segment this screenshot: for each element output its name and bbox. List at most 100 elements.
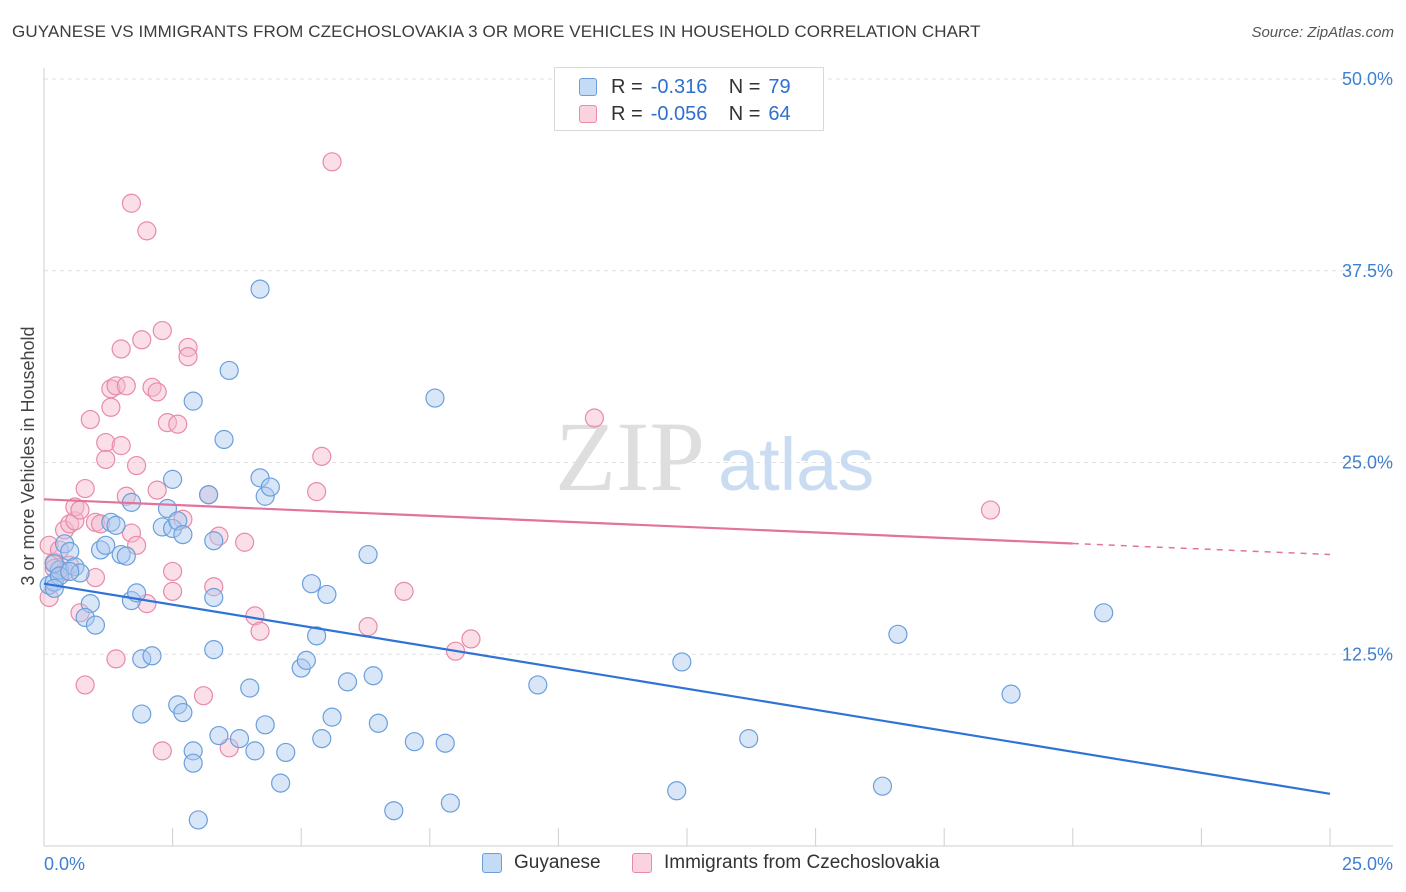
guyanese-point xyxy=(183,753,203,773)
czechoslovakia-point xyxy=(101,397,121,417)
guyanese-point xyxy=(301,574,322,594)
guyanese-point xyxy=(209,725,229,746)
guyanese-point xyxy=(188,810,208,830)
legend-row-czechoslovakia: R = -0.056 N = 64 xyxy=(579,101,791,127)
guyanese-point xyxy=(204,640,224,660)
czechoslovakia-point xyxy=(193,686,214,706)
guyanese-point xyxy=(60,541,80,562)
guyanese-point xyxy=(363,666,383,686)
y-tick-label: 50.0% xyxy=(1342,69,1393,89)
czechoslovakia-point xyxy=(116,376,136,396)
czechoslovakia-point xyxy=(147,382,167,402)
czechoslovakia-point xyxy=(250,621,270,641)
guyanese-point xyxy=(322,707,342,727)
guyanese-point xyxy=(173,702,193,723)
legend-r-value: -0.316 xyxy=(650,75,708,98)
chart-title: GUYANESE VS IMMIGRANTS FROM CZECHOSLOVAK… xyxy=(12,22,981,41)
guyanese-point xyxy=(75,607,95,628)
czechoslovakia-point xyxy=(584,408,605,428)
y-tick-label: 37.5% xyxy=(1342,261,1393,281)
guyanese-point xyxy=(307,626,327,646)
legend-item-guyanese[interactable]: Guyanese xyxy=(482,852,601,874)
czechoslovakia-point xyxy=(307,482,327,502)
guyanese-point xyxy=(101,512,121,532)
correlation-legend: R = -0.316 N = 79 R = -0.056 N = 64 xyxy=(554,67,824,131)
axes xyxy=(43,68,1393,847)
czechoslovakia-point xyxy=(152,741,172,761)
czechoslovakia-point xyxy=(178,347,198,367)
czechoslovakia-point xyxy=(75,675,95,695)
guyanese-point xyxy=(358,544,378,565)
guyanese-point xyxy=(173,524,193,545)
y-axis-label: 3 or more Vehicles in Household xyxy=(18,326,38,585)
czechoslovakia-point xyxy=(101,379,121,399)
guyanese-point xyxy=(312,729,332,749)
guyanese-point xyxy=(60,561,80,582)
legend-label-guyanese: Guyanese xyxy=(514,852,601,873)
guyanese-point xyxy=(142,646,162,666)
guyanese-point xyxy=(255,715,275,735)
czechoslovakia-point xyxy=(106,649,126,669)
guyanese-point xyxy=(435,733,455,753)
guyanese-point xyxy=(204,531,224,551)
czechoslovakia-point xyxy=(111,436,131,456)
tick-labels: 12.5% 25.0% 37.5% 50.0% 0.0% 25.0% xyxy=(44,69,1393,874)
x-tick-label: 25.0% xyxy=(1342,854,1393,874)
guyanese-point xyxy=(440,793,460,813)
legend-swatch-pink xyxy=(632,853,652,873)
guyanese-point xyxy=(250,279,270,299)
legend-n-value: 79 xyxy=(768,75,791,98)
guyanese-point xyxy=(106,515,126,535)
czechoslovakia-point xyxy=(80,409,100,430)
guyanese-point xyxy=(245,741,265,761)
watermark-zip: ZIP xyxy=(555,401,705,512)
czechoslovakia-point xyxy=(65,497,85,517)
guyanese-point xyxy=(70,563,90,583)
guyanese-point xyxy=(85,615,106,635)
guyanese-point xyxy=(49,560,70,580)
guyanese-point xyxy=(219,360,239,381)
czechoslovakia-point xyxy=(111,339,131,359)
guyanese-point xyxy=(204,587,224,608)
legend-swatch-blue xyxy=(579,78,597,96)
legend-r-value: -0.056 xyxy=(650,102,708,125)
guyanese-point xyxy=(337,672,358,692)
guyanese-point xyxy=(667,781,687,801)
legend-r-label: R = xyxy=(611,75,643,98)
guyanese-point xyxy=(425,388,445,408)
guyanese-point xyxy=(183,391,203,411)
guyanese-point xyxy=(116,546,136,566)
guyanese-trend-line xyxy=(43,582,1331,795)
czechoslovakia-point xyxy=(137,221,157,241)
trend-lines xyxy=(43,498,1331,795)
czechoslovakia-point xyxy=(394,581,414,601)
guyanese-point xyxy=(49,566,70,586)
czechoslovakia-point xyxy=(358,617,378,637)
guyanese-point xyxy=(888,624,908,644)
czechoslovakia-point xyxy=(235,532,255,552)
czechoslovakia-trend-line-extension xyxy=(1072,542,1331,556)
legend-label-czechoslovakia: Immigrants from Czechoslovakia xyxy=(664,852,940,873)
guyanese-point xyxy=(44,554,64,574)
guyanese-point xyxy=(229,729,250,749)
czechoslovakia-point xyxy=(132,330,152,350)
guyanese-point xyxy=(672,652,692,672)
czechoslovakia-point xyxy=(116,486,136,506)
czechoslovakia-point xyxy=(312,446,332,466)
czechoslovakia-point xyxy=(90,514,111,534)
guyanese-point xyxy=(317,584,337,605)
legend-item-czechoslovakia[interactable]: Immigrants from Czechoslovakia xyxy=(632,852,940,874)
czechoslovakia-point xyxy=(461,629,481,649)
czechoslovakia-point xyxy=(121,193,142,213)
grid xyxy=(44,78,1393,655)
czechoslovakia-point xyxy=(75,478,95,499)
guyanese-point xyxy=(1001,684,1021,704)
guyanese-point xyxy=(368,713,388,733)
czechoslovakia-point xyxy=(152,320,172,341)
legend-n-label: N = xyxy=(728,102,761,125)
czechoslovakia-point xyxy=(70,500,90,520)
czechoslovakia-point xyxy=(168,414,188,434)
legend-r-label: R = xyxy=(611,102,643,125)
czechoslovakia-point xyxy=(96,432,116,453)
